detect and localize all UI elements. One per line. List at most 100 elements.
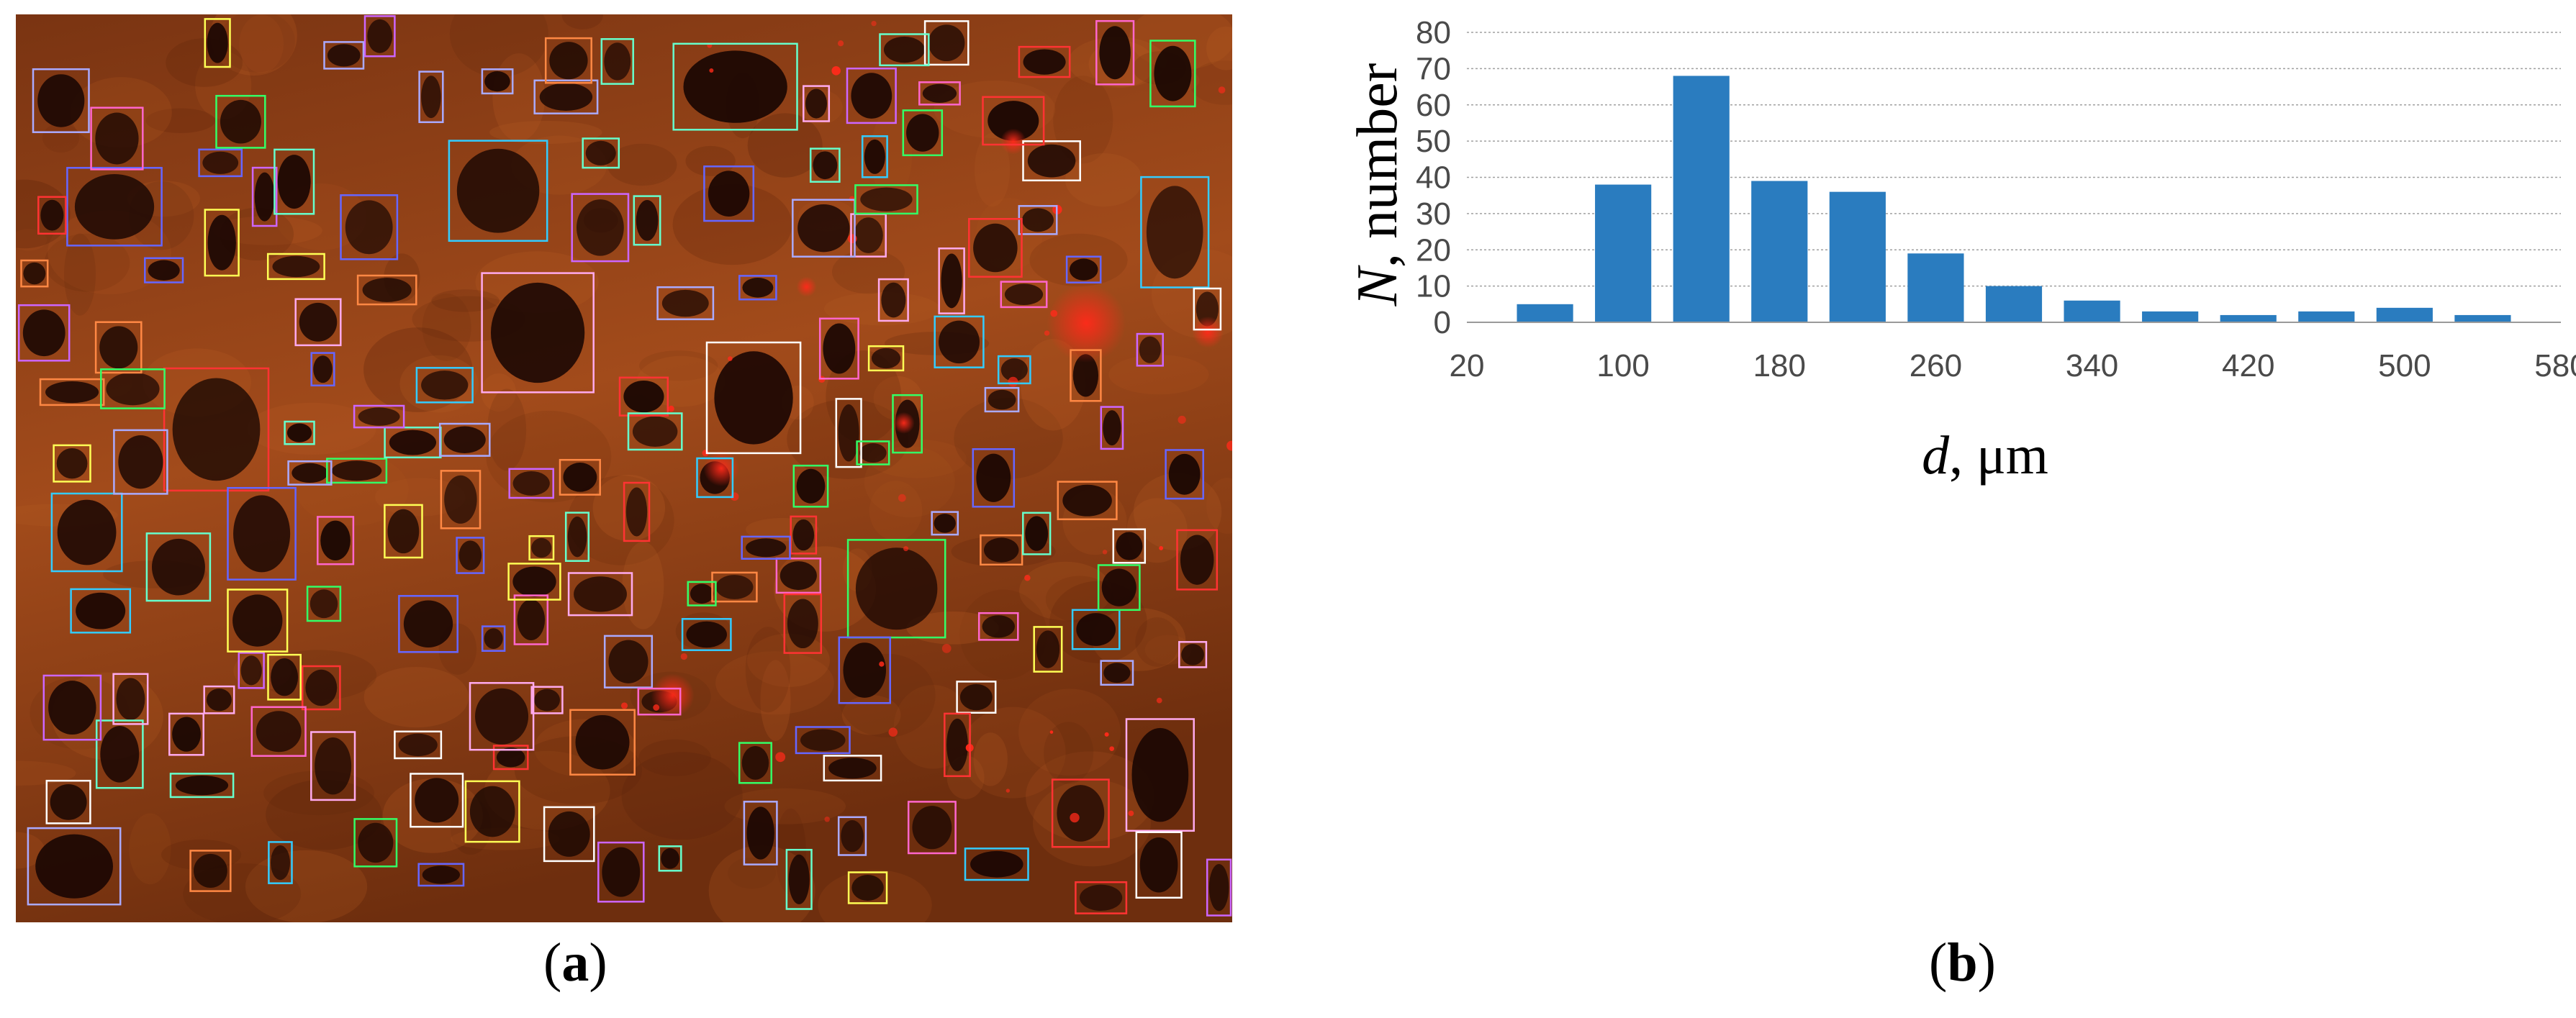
detection-box (251, 166, 278, 227)
particle (1181, 644, 1204, 665)
detection-box (353, 818, 398, 868)
detection-box (168, 712, 204, 756)
detection-box (543, 806, 595, 863)
particle (1072, 354, 1099, 397)
particle (828, 758, 877, 779)
particle (1004, 283, 1044, 306)
detection-box (398, 595, 458, 653)
detection-box (569, 709, 636, 776)
texture-blob (622, 541, 664, 630)
histogram-bar (1673, 76, 1730, 322)
particle (1036, 630, 1060, 668)
particle (661, 848, 679, 869)
x-tick-label: 20 (1450, 348, 1485, 383)
particle (398, 733, 438, 757)
texture-blob (145, 108, 216, 133)
particle (787, 599, 818, 649)
particle (387, 509, 420, 554)
texture-blob (973, 732, 1008, 786)
detection-box (438, 422, 491, 457)
particle (207, 214, 236, 271)
glow-dot (1070, 812, 1080, 823)
glow-dot (1050, 309, 1058, 317)
detection-box (1051, 778, 1110, 848)
micrograph-image (16, 14, 1232, 922)
particle (56, 447, 88, 479)
particle (797, 204, 850, 253)
detection-box (571, 193, 630, 263)
particle (484, 628, 503, 649)
particle (345, 200, 393, 255)
particle (922, 83, 957, 103)
detection-box (564, 512, 590, 562)
detection-box (944, 712, 971, 778)
particle (358, 822, 394, 863)
glow-dot (680, 653, 687, 660)
detection-box (1065, 255, 1102, 283)
detection-box (837, 816, 867, 856)
particle (906, 114, 939, 152)
particle (367, 19, 393, 53)
detection-box (902, 109, 944, 157)
particle (207, 22, 228, 63)
particle (421, 76, 441, 119)
particle (206, 688, 232, 712)
glow-dot (1159, 546, 1164, 550)
particle (403, 600, 453, 648)
detection-box (384, 504, 423, 559)
texture-blob (745, 627, 791, 713)
glow-dot (1049, 730, 1054, 734)
particle (443, 426, 486, 453)
detection-box (738, 742, 772, 784)
particle-layer (22, 19, 1229, 912)
histogram-bar (2220, 314, 2277, 322)
particle (1116, 532, 1143, 560)
texture-blob (1129, 14, 1232, 70)
detection-box (1206, 858, 1232, 917)
particle (973, 223, 1018, 273)
texture-blob (1133, 473, 1222, 551)
particle (458, 540, 482, 571)
texture-blob (672, 183, 792, 265)
glow-spot (703, 450, 740, 486)
particle (320, 520, 351, 560)
detection-box (448, 140, 548, 242)
texture-blob (975, 132, 1011, 207)
texture-blob (841, 695, 901, 735)
particle (1131, 727, 1189, 822)
particle (271, 845, 290, 881)
particle (456, 148, 540, 233)
particle (746, 538, 787, 558)
texture-blob (219, 14, 295, 73)
texture-blob (487, 388, 527, 471)
particle (76, 592, 126, 630)
particle (534, 688, 561, 712)
texture-blob (1044, 722, 1094, 784)
panel-a-label: (a) (543, 932, 607, 993)
glow-dot (668, 405, 674, 412)
particle (469, 786, 515, 837)
detection-box (112, 673, 149, 725)
detection-box (306, 586, 342, 622)
detection-box (743, 801, 778, 865)
particle (233, 495, 291, 573)
detection-box (972, 448, 1016, 508)
detection-box (544, 37, 592, 84)
particle (715, 575, 754, 599)
detection-box (144, 257, 184, 283)
texture-blob (64, 233, 96, 316)
detection-box (481, 68, 514, 95)
texture-blob (715, 651, 834, 715)
detection-box (1176, 529, 1219, 591)
texture-blob (639, 350, 718, 381)
detection-box (287, 460, 333, 486)
detection-box (1149, 40, 1196, 108)
particle (57, 499, 117, 565)
detection-box (469, 682, 535, 751)
texture-blob (869, 481, 923, 541)
detection-box (267, 653, 302, 701)
particle (40, 199, 64, 231)
particle (742, 278, 774, 298)
particle (741, 746, 769, 780)
